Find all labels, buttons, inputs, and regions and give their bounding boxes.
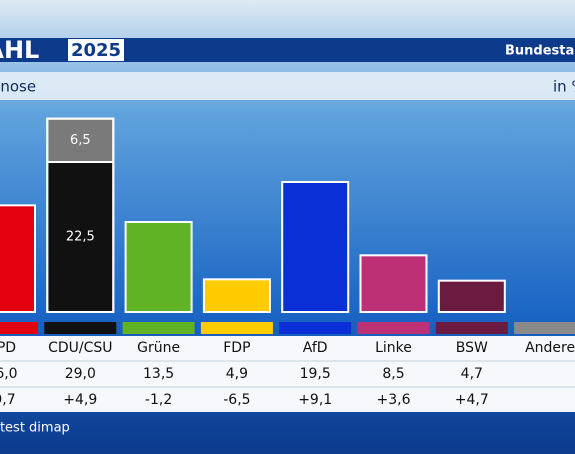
- value-label: 4,7: [461, 366, 483, 382]
- party-strip: [435, 322, 508, 334]
- subheader-left: Prognose: [0, 78, 36, 96]
- header-year: 2025: [71, 40, 121, 61]
- bar-total: [46, 117, 115, 313]
- bar: [281, 181, 350, 313]
- value-label: 8,5: [382, 366, 404, 382]
- change-label: +4,7: [455, 392, 489, 408]
- bar: [0, 204, 36, 313]
- party-strip: [122, 322, 195, 334]
- party-strip: [357, 322, 430, 334]
- year-box: [68, 39, 124, 61]
- bar: [202, 278, 271, 314]
- party-label: Andere: [525, 340, 575, 356]
- segment-label: 22,5: [66, 230, 95, 245]
- change-label: -6,5: [223, 392, 250, 408]
- party-strip: [514, 322, 575, 334]
- value-label: 13,5: [143, 366, 174, 382]
- party-label: CDU/CSU: [48, 340, 112, 356]
- party-label: Grüne: [137, 340, 180, 356]
- channel: Bundesta: [505, 44, 574, 59]
- bar: [124, 221, 193, 313]
- value-label: 4,9: [226, 366, 248, 382]
- change-label: +3,6: [377, 392, 411, 408]
- header-title: WAHL: [0, 36, 39, 64]
- party-label: AfD: [303, 340, 328, 356]
- value-label: 29,0: [65, 366, 96, 382]
- subheader-right: in %: [553, 78, 575, 96]
- segment-label: 6,5: [70, 133, 91, 148]
- subheader-band: [0, 72, 575, 100]
- change-label: -9,7: [0, 392, 16, 408]
- party-strip: [279, 322, 352, 334]
- party-strip: [0, 322, 38, 334]
- party-label: FDP: [223, 340, 250, 356]
- bar: [437, 279, 506, 313]
- source: Infratest dimap: [0, 421, 70, 436]
- party-strip: [200, 322, 273, 334]
- change-label: +4,9: [63, 392, 97, 408]
- bar: [359, 254, 428, 313]
- value-label: 19,5: [300, 366, 331, 382]
- party-label: Linke: [375, 340, 412, 356]
- party-label: SPD: [0, 340, 16, 356]
- party-label: BSW: [456, 340, 488, 356]
- party-strip: [44, 322, 117, 334]
- value-label: 16,0: [0, 366, 18, 382]
- table-band: [0, 336, 575, 412]
- change-label: -1,2: [145, 392, 172, 408]
- change-label: +9,1: [298, 392, 332, 408]
